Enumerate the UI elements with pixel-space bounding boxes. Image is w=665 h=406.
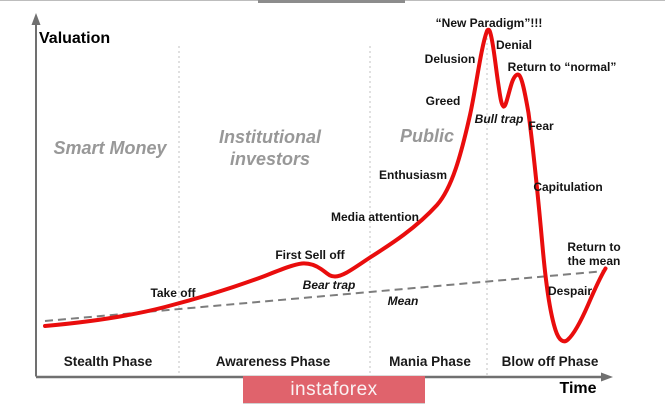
annotation-mean: Mean	[387, 294, 419, 308]
annotation-greed: Greed	[425, 94, 461, 108]
annotation-despair: Despair	[547, 284, 593, 298]
annotation-take-off: Take off	[150, 286, 196, 300]
top-edge-line-dark-segment	[258, 0, 405, 3]
annotation-bull-trap: Bull trap	[474, 112, 524, 126]
instaforex-watermark-label: instaforex	[290, 379, 378, 400]
annotation-media-attention: Media attention	[330, 210, 420, 224]
annotation-delusion: Delusion	[424, 52, 476, 66]
x-axis-title: Time	[559, 380, 597, 397]
annotation-fear: Fear	[528, 119, 554, 133]
actor-institutional-investors: Institutional investors	[219, 127, 321, 169]
annotation-return-to-mean: Return to the mean	[567, 240, 621, 268]
actor-smart-money: Smart Money	[53, 138, 167, 158]
annotation-return-to-normal: Return to “normal”	[507, 60, 617, 74]
phase-label-blow-off: Blow off Phase	[501, 354, 599, 369]
annotation-denial: Denial	[495, 38, 533, 52]
phase-label-stealth: Stealth Phase	[63, 354, 153, 369]
phase-label-awareness: Awareness Phase	[215, 354, 331, 369]
x-axis-arrow-icon	[601, 372, 613, 382]
actor-public: Public	[399, 126, 455, 146]
price-curve	[43, 27, 608, 344]
annotation-enthusiasm: Enthusiasm	[378, 168, 448, 182]
annotation-first-sell-off: First Sell off	[275, 248, 345, 262]
annotation-bear-trap: Bear trap	[302, 278, 356, 292]
y-axis-arrow-icon	[31, 13, 41, 25]
annotation-new-paradigm: “New Paradigm”!!!	[435, 16, 543, 30]
y-axis-title: Valuation	[39, 30, 111, 47]
instaforex-watermark-badge: instaforex	[243, 376, 425, 403]
annotation-capitulation: Capitulation	[533, 180, 603, 194]
phase-label-mania: Mania Phase	[389, 354, 471, 369]
